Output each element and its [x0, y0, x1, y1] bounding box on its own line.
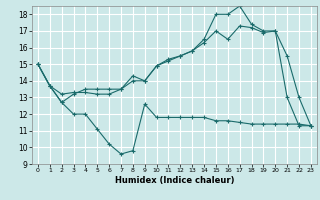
X-axis label: Humidex (Indice chaleur): Humidex (Indice chaleur)	[115, 176, 234, 185]
